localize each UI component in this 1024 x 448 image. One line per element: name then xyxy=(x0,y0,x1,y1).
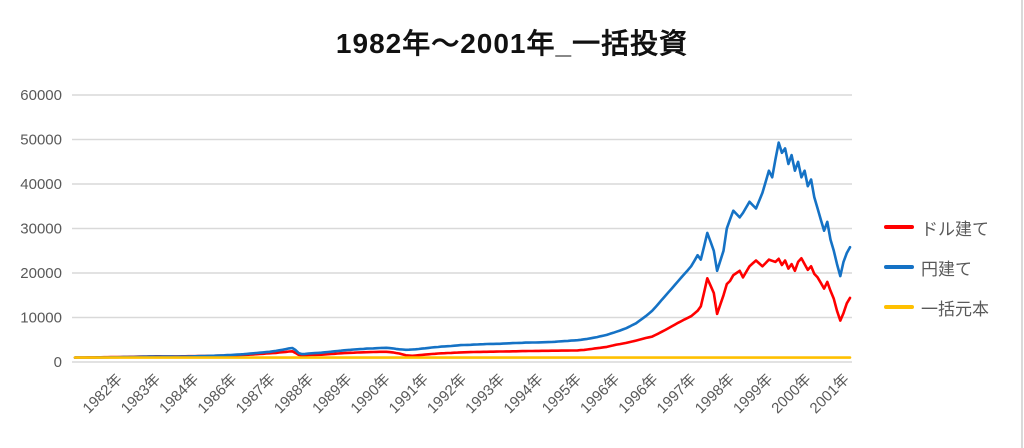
x-axis-tick-label: 1998年 xyxy=(692,371,738,417)
legend-swatch-principal xyxy=(884,305,914,309)
x-axis-tick-label: 2000年 xyxy=(768,371,814,417)
legend-item-yen[interactable]: 円建て xyxy=(884,247,989,287)
x-axis-tick-label: 1997年 xyxy=(654,371,700,417)
legend-swatch-dollar xyxy=(884,225,914,229)
legend-label-principal: 一括元本 xyxy=(921,299,989,319)
x-axis-tick-label: 1986年 xyxy=(194,371,240,417)
legend: ドル建て円建て一括元本 xyxy=(884,207,989,327)
legend-item-principal[interactable]: 一括元本 xyxy=(884,287,989,327)
x-axis-tick-label: 1993年 xyxy=(462,371,508,417)
x-axis-tick-label: 1987年 xyxy=(233,371,279,417)
y-axis-tick-label: 30000 xyxy=(20,221,62,238)
legend-label-dollar: ドル建て xyxy=(921,219,989,239)
series-line-yen[interactable] xyxy=(73,141,852,359)
legend-swatch-yen xyxy=(884,265,914,269)
y-axis-tick-label: 20000 xyxy=(20,265,62,282)
x-axis-tick-label: 1996年 xyxy=(615,371,661,417)
x-axis-tick-label: 1996年 xyxy=(577,371,623,417)
y-axis-tick-label: 60000 xyxy=(20,87,62,104)
y-axis-tick-label: 40000 xyxy=(20,176,62,193)
legend-label-yen: 円建て xyxy=(921,259,972,279)
x-axis-tick-label: 1990年 xyxy=(347,371,393,417)
y-axis-tick-label: 10000 xyxy=(20,310,62,327)
x-axis-tick-label: 1984年 xyxy=(156,371,202,417)
x-axis-tick-label: 1992年 xyxy=(424,371,470,417)
x-axis-tick-label: 1999年 xyxy=(730,371,776,417)
x-axis-tick-label: 1989年 xyxy=(309,371,355,417)
chart-title: 1982年～2001年_一括投資 xyxy=(335,28,689,59)
y-axis-tick-label: 50000 xyxy=(20,132,62,149)
x-axis-tick-label: 1994年 xyxy=(500,371,546,417)
x-axis-tick-label: 1988年 xyxy=(271,371,317,417)
x-axis-tick-label: 1991年 xyxy=(386,371,432,417)
x-axis-tick-label: 1982年 xyxy=(80,371,126,417)
y-axis-tick-label: 0 xyxy=(54,354,62,371)
legend-item-dollar[interactable]: ドル建て xyxy=(884,207,989,247)
chart-border-right xyxy=(1021,0,1023,448)
x-axis-tick-label: 1983年 xyxy=(118,371,164,417)
x-axis-tick-label: 1995年 xyxy=(539,371,585,417)
x-axis-tick-label: 2001年 xyxy=(807,371,853,417)
